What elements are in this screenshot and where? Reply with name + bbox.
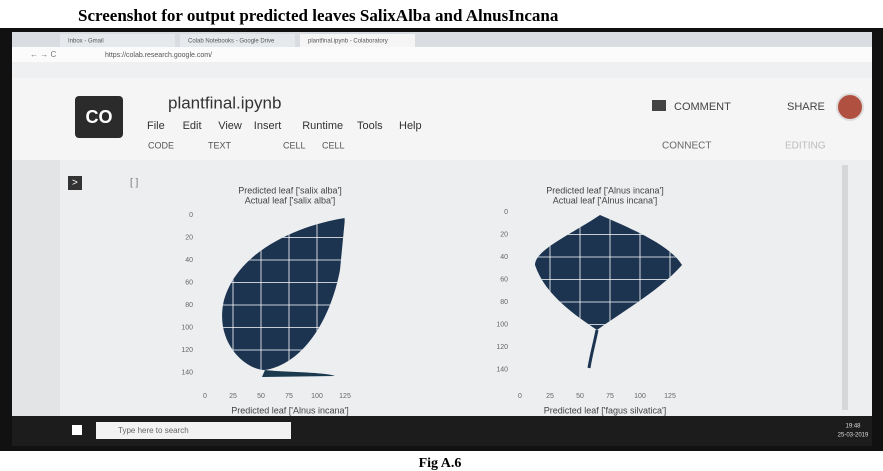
y-tick-label: 120 [181, 347, 193, 354]
toolbar-button[interactable]: CODE [148, 140, 174, 150]
menu-item[interactable]: View [218, 120, 242, 132]
y-tick-label: 120 [496, 344, 508, 351]
page: Screenshot for output predicted leaves S… [0, 0, 883, 471]
screenshot: Screenshot for output predicted leaves S… [0, 0, 883, 471]
y-tick-label: 100 [181, 324, 193, 331]
connect-button[interactable]: CONNECT [662, 141, 711, 152]
cell-bracket[interactable]: [ ] [130, 178, 139, 189]
caption: Fig A.6 [419, 456, 462, 471]
notebook-area [12, 160, 872, 416]
menu-item[interactable]: Insert [254, 120, 282, 132]
y-tick-label: 0 [504, 209, 508, 216]
x-tick-label: 125 [339, 393, 351, 400]
filename[interactable]: plantfinal.ipynb [168, 93, 281, 112]
clock-time: 19:48 [845, 424, 861, 430]
search-placeholder[interactable]: Type here to search [118, 426, 189, 435]
x-tick-label: 0 [518, 393, 522, 400]
avatar[interactable] [837, 94, 863, 120]
nav-buttons[interactable]: ← → C [30, 50, 56, 59]
bookmarks-bar [12, 62, 872, 78]
share-button[interactable]: SHARE [787, 101, 825, 113]
y-tick-label: 140 [181, 369, 193, 376]
x-tick-label: 25 [546, 393, 554, 400]
y-tick-label: 40 [500, 254, 508, 261]
x-tick-label: 50 [257, 393, 265, 400]
colab-header [12, 78, 872, 160]
comment-button[interactable]: COMMENT [674, 101, 731, 113]
toolbar-button[interactable]: CELL [283, 140, 306, 150]
plot-title: Actual leaf ['salix alba'] [245, 195, 335, 205]
tab-title[interactable]: Inbox - Gmail [68, 39, 104, 45]
menu-item[interactable]: Help [399, 120, 422, 132]
clock-date: 25-03-2019 [838, 433, 869, 439]
y-tick-label: 40 [185, 257, 193, 264]
url[interactable]: https://colab.research.google.com/ [105, 52, 212, 59]
plot-title: Predicted leaf ['Alnus incana'] [546, 185, 664, 195]
sidebar-toggle-icon[interactable]: > [72, 178, 78, 189]
logo[interactable]: CO [86, 107, 113, 127]
menu-item[interactable]: Tools [357, 120, 383, 132]
x-tick-label: 50 [576, 393, 584, 400]
x-tick-label: 0 [203, 393, 207, 400]
y-tick-label: 60 [185, 279, 193, 286]
plot-title: Predicted leaf ['salix alba'] [238, 185, 342, 195]
start-button[interactable] [72, 425, 82, 435]
y-tick-label: 20 [500, 231, 508, 238]
x-tick-label: 25 [229, 393, 237, 400]
x-tick-label: 125 [664, 393, 676, 400]
x-tick-label: 100 [311, 393, 323, 400]
x-tick-label: 100 [634, 393, 646, 400]
y-tick-label: 20 [185, 234, 193, 241]
comment-icon[interactable] [652, 100, 666, 111]
next-plot-title: Predicted leaf ['Alnus incana'] [231, 405, 349, 415]
y-tick-label: 80 [500, 299, 508, 306]
y-tick-label: 140 [496, 366, 508, 373]
editing-status: EDITING [785, 141, 826, 152]
sidebar [12, 160, 60, 416]
toolbar-button[interactable]: CELL [322, 140, 345, 150]
scrollbar[interactable] [842, 165, 848, 410]
plot-title: Actual leaf ['Alnus incana'] [553, 195, 658, 205]
y-tick-label: 100 [496, 321, 508, 328]
tab-title[interactable]: Colab Notebooks - Google Drive [188, 39, 275, 45]
y-tick-label: 0 [189, 212, 193, 219]
x-tick-label: 75 [285, 393, 293, 400]
menu-item[interactable]: Runtime [302, 120, 343, 132]
x-tick-label: 75 [606, 393, 614, 400]
page-title: Screenshot for output predicted leaves S… [78, 6, 559, 25]
menu-item[interactable]: Edit [183, 120, 202, 132]
y-tick-label: 80 [185, 302, 193, 309]
y-tick-label: 60 [500, 276, 508, 283]
menu-item[interactable]: File [147, 120, 165, 132]
next-plot-title: Predicted leaf ['fagus silvatica'] [544, 405, 667, 415]
tab-title[interactable]: plantfinal.ipynb - Colaboratory [308, 39, 388, 45]
toolbar-button[interactable]: TEXT [208, 140, 232, 150]
